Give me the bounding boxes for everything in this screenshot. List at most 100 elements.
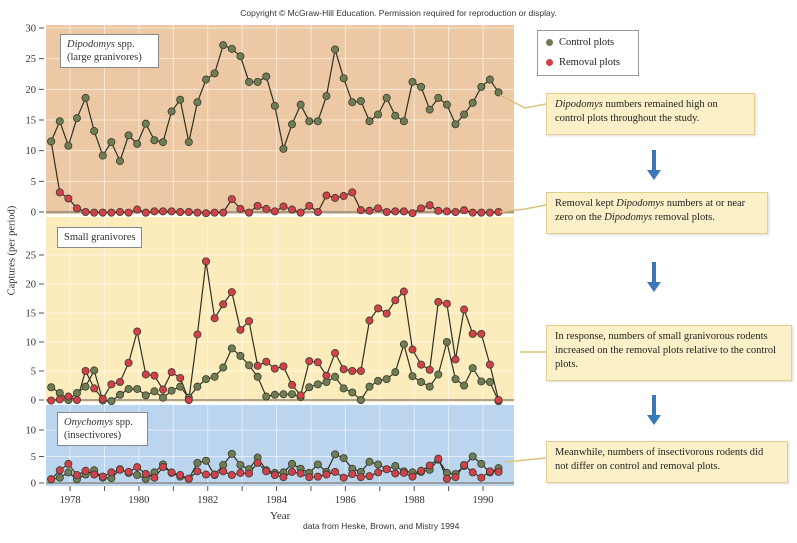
data-point-removal <box>124 208 133 217</box>
data-point-control <box>417 378 426 387</box>
data-point-control <box>133 139 142 148</box>
data-point-control <box>382 375 391 384</box>
data-point-control <box>245 77 254 86</box>
data-point-control <box>434 370 443 379</box>
data-point-control <box>477 377 486 386</box>
data-point-control <box>124 131 133 140</box>
data-point-removal <box>219 467 228 476</box>
data-point-control <box>288 459 297 468</box>
data-point-removal <box>47 396 56 405</box>
legend-item-removal: Removal plots <box>546 57 620 68</box>
data-point-removal <box>202 470 211 479</box>
data-point-removal <box>253 361 262 370</box>
y-tick-label: 0 <box>31 208 36 219</box>
data-point-control <box>451 120 460 129</box>
data-point-removal <box>305 357 314 366</box>
data-point-removal <box>399 287 408 296</box>
data-point-removal <box>365 316 374 325</box>
x-tick-label: 1988 <box>404 495 425 506</box>
data-point-control <box>202 456 211 465</box>
data-point-control <box>141 391 150 400</box>
data-point-control <box>348 388 357 397</box>
data-point-control <box>339 454 348 463</box>
data-point-removal <box>184 207 193 216</box>
y-tick-label: 30 <box>26 24 37 35</box>
data-point-removal <box>391 296 400 305</box>
data-point-control <box>356 96 365 105</box>
data-point-removal <box>460 460 469 469</box>
legend-label: Removal plots <box>559 57 620 68</box>
data-point-removal <box>193 330 202 339</box>
data-point-removal <box>477 329 486 338</box>
data-point-control <box>356 395 365 404</box>
data-point-removal <box>374 304 383 313</box>
data-point-removal <box>399 207 408 216</box>
data-point-control <box>236 52 245 61</box>
data-point-removal <box>262 467 271 476</box>
data-point-control <box>477 82 486 91</box>
y-tick-label: 20 <box>26 85 37 96</box>
data-point-control <box>107 397 116 406</box>
down-arrow-icon <box>647 395 661 425</box>
callout-text: removal plots. <box>652 212 715 223</box>
data-point-removal <box>279 473 288 482</box>
data-point-removal <box>115 378 124 387</box>
data-point-control <box>124 384 133 393</box>
data-point-removal <box>158 463 167 472</box>
callout-small-granivores: In response, numbers of small granivorou… <box>546 325 792 381</box>
data-point-control <box>47 137 56 146</box>
data-point-control <box>158 138 167 147</box>
y-axis-label: Captures (per period) <box>6 205 18 296</box>
data-point-removal <box>141 469 150 478</box>
data-point-control <box>305 383 314 392</box>
data-point-control <box>365 457 374 466</box>
data-point-removal <box>425 461 434 470</box>
x-tick-label: 1986 <box>335 495 356 506</box>
x-tick-label: 1978 <box>60 495 81 506</box>
data-point-control <box>202 75 211 84</box>
data-point-control <box>64 468 73 477</box>
data-point-removal <box>124 358 133 367</box>
data-point-removal <box>219 300 228 309</box>
data-point-control <box>279 390 288 399</box>
data-point-removal <box>468 468 477 477</box>
data-point-removal <box>434 454 443 463</box>
data-point-control <box>115 157 124 166</box>
data-point-control <box>193 98 202 107</box>
x-axis-label: Year <box>270 510 291 522</box>
data-point-control <box>193 458 202 467</box>
data-point-removal <box>81 466 90 475</box>
data-point-control <box>425 105 434 114</box>
data-point-control <box>47 383 56 392</box>
panel-label-suffix: spp. <box>112 417 133 428</box>
data-point-removal <box>356 206 365 215</box>
data-point-removal <box>245 469 254 478</box>
data-point-control <box>460 110 469 119</box>
data-point-control <box>399 117 408 126</box>
data-point-removal <box>115 207 124 216</box>
data-point-removal <box>47 475 56 484</box>
y-tick-label: 5 <box>31 452 36 463</box>
source-citation: data from Heske, Brown, and Mistry 1994 <box>303 521 460 531</box>
data-point-removal <box>399 468 408 477</box>
data-point-control <box>374 376 383 385</box>
panel-label-insectivores: Onychomys spp. (insectivores) <box>57 412 148 446</box>
data-point-control <box>305 117 314 126</box>
data-point-removal <box>202 209 211 218</box>
data-point-control <box>115 390 124 399</box>
data-point-removal <box>425 201 434 210</box>
data-point-removal <box>133 463 142 472</box>
panel-label-group: (large granivores) <box>67 52 142 63</box>
data-point-removal <box>262 357 271 366</box>
data-point-removal <box>107 468 116 477</box>
data-point-removal <box>391 207 400 216</box>
y-tick-label: 0 <box>31 479 36 490</box>
data-point-control <box>270 390 279 399</box>
data-point-control <box>176 95 185 104</box>
data-point-control <box>451 375 460 384</box>
data-point-removal <box>184 474 193 483</box>
data-point-removal <box>322 371 331 380</box>
data-point-control <box>477 459 486 468</box>
data-point-removal <box>408 209 417 218</box>
data-point-control <box>236 351 245 360</box>
